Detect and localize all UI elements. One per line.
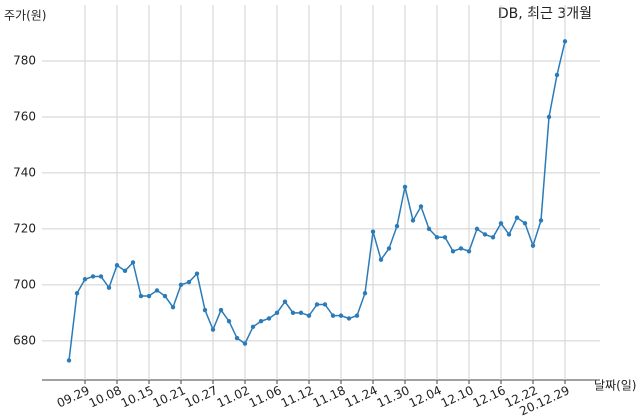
point bbox=[562, 39, 568, 44]
point bbox=[218, 307, 224, 313]
x-tick-label: 10.08 bbox=[87, 383, 124, 410]
point bbox=[346, 316, 352, 321]
point bbox=[106, 285, 112, 290]
point bbox=[362, 291, 368, 296]
y-axis-label: 주가(원) bbox=[4, 9, 46, 23]
point bbox=[130, 260, 136, 265]
point bbox=[442, 235, 448, 240]
point bbox=[450, 249, 456, 254]
y-tick-label: 720 bbox=[13, 221, 36, 235]
point bbox=[306, 313, 312, 318]
price-line bbox=[68, 41, 566, 361]
point bbox=[418, 204, 424, 209]
point bbox=[258, 319, 264, 324]
point bbox=[162, 293, 168, 299]
x-tick-label: 11.18 bbox=[311, 383, 348, 410]
x-tick-label: 09.29 bbox=[55, 383, 92, 410]
point bbox=[250, 324, 256, 330]
point bbox=[290, 310, 296, 316]
point bbox=[338, 313, 344, 318]
x-tick-label: 11.12 bbox=[279, 383, 316, 410]
point bbox=[314, 302, 320, 307]
x-tick-label: 10.15 bbox=[119, 383, 156, 410]
point bbox=[490, 235, 496, 240]
x-tick-label: 11.24 bbox=[343, 383, 380, 410]
point bbox=[282, 299, 288, 304]
point bbox=[322, 302, 328, 307]
y-tick-label: 740 bbox=[13, 165, 36, 179]
y-tick-label: 700 bbox=[13, 277, 36, 291]
point bbox=[498, 221, 504, 226]
x-tick-label: 11.02 bbox=[215, 383, 252, 410]
point bbox=[74, 291, 80, 296]
point bbox=[514, 215, 520, 220]
point bbox=[234, 335, 240, 341]
point bbox=[434, 235, 440, 240]
point bbox=[394, 223, 400, 229]
point bbox=[178, 282, 184, 288]
y-tick-label: 780 bbox=[13, 53, 36, 67]
point bbox=[402, 184, 408, 190]
x-tick-label: 11.06 bbox=[247, 383, 284, 410]
point bbox=[522, 221, 528, 226]
point bbox=[482, 232, 488, 237]
point bbox=[170, 305, 176, 310]
point bbox=[194, 271, 200, 276]
chart-title: DB, 최근 3개월 bbox=[498, 6, 592, 22]
point bbox=[242, 341, 248, 346]
point bbox=[378, 257, 384, 262]
point bbox=[530, 243, 536, 248]
point bbox=[122, 268, 128, 274]
point bbox=[154, 288, 160, 293]
point bbox=[210, 327, 216, 332]
point bbox=[546, 114, 552, 120]
x-tick-label: 10.21 bbox=[151, 383, 188, 410]
y-tick-label: 680 bbox=[13, 333, 36, 347]
point bbox=[82, 277, 88, 282]
point bbox=[186, 279, 192, 285]
point bbox=[330, 313, 336, 318]
point bbox=[202, 307, 208, 313]
point bbox=[474, 226, 480, 232]
point bbox=[458, 246, 464, 251]
x-tick-label: 10.27 bbox=[183, 383, 220, 410]
point bbox=[298, 310, 304, 316]
point bbox=[138, 293, 144, 299]
x-axis-label: 날짜(일) bbox=[594, 379, 636, 393]
point bbox=[386, 246, 392, 251]
x-tick-label: 12.04 bbox=[407, 383, 444, 410]
x-tick-label: 12.10 bbox=[439, 383, 476, 410]
point bbox=[538, 218, 544, 223]
point bbox=[506, 232, 512, 237]
point bbox=[410, 218, 416, 223]
point bbox=[90, 274, 96, 279]
point bbox=[370, 229, 376, 234]
point bbox=[554, 72, 560, 78]
point bbox=[354, 313, 360, 318]
y-tick-label: 760 bbox=[13, 109, 36, 123]
point bbox=[426, 226, 432, 232]
point bbox=[146, 293, 152, 299]
x-tick-label: 12.16 bbox=[471, 383, 508, 410]
point bbox=[466, 249, 472, 254]
point bbox=[274, 310, 280, 316]
point bbox=[266, 316, 272, 321]
point bbox=[114, 263, 120, 268]
x-tick-label: 11.30 bbox=[375, 383, 412, 410]
point bbox=[98, 274, 104, 279]
point bbox=[226, 319, 232, 324]
point bbox=[66, 358, 72, 363]
